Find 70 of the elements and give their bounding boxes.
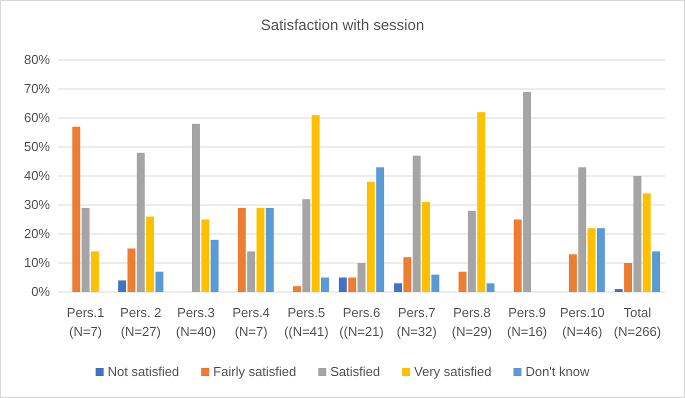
bar <box>394 283 402 292</box>
bar <box>266 208 274 292</box>
bar <box>403 257 412 292</box>
bar <box>422 202 430 292</box>
bar <box>210 240 219 292</box>
bar <box>238 208 246 292</box>
bar <box>82 208 90 292</box>
x-tick-label: Pers.7 (N=32) <box>396 305 437 339</box>
y-tick-label: 30% <box>24 197 50 212</box>
y-tick-label: 0% <box>31 284 50 300</box>
bar <box>118 280 126 292</box>
bar <box>514 220 522 292</box>
bar <box>155 272 164 292</box>
bar <box>477 112 486 292</box>
y-tick-label: 10% <box>24 255 50 270</box>
bar <box>431 274 440 292</box>
bar <box>624 263 632 292</box>
bar <box>614 289 623 292</box>
x-tick-label: Pers.9 (N=16) <box>506 305 548 339</box>
bar <box>588 228 596 292</box>
bar <box>376 167 384 292</box>
y-tick-label: 80% <box>24 52 50 68</box>
bar <box>136 152 145 292</box>
bar <box>468 210 476 292</box>
y-tick-label: 50% <box>24 139 50 154</box>
chart-title: Satisfaction with session <box>260 17 424 34</box>
legend-label: Don't know <box>525 364 590 379</box>
bar <box>358 263 366 292</box>
bar <box>293 286 301 292</box>
bar <box>312 115 320 292</box>
bar <box>578 167 586 292</box>
y-tick-label: 40% <box>24 168 50 184</box>
bar <box>192 124 200 292</box>
bar <box>633 176 642 292</box>
bar <box>256 208 264 292</box>
bar <box>146 216 154 292</box>
bar <box>366 182 375 292</box>
bar <box>302 199 310 292</box>
bar <box>201 220 210 292</box>
bar <box>523 92 532 292</box>
bar <box>642 193 651 292</box>
bar <box>247 251 256 292</box>
legend-label: Not satisfied <box>108 364 180 379</box>
bar <box>72 126 80 292</box>
bar <box>348 278 356 292</box>
y-tick-label: 70% <box>24 81 50 96</box>
x-tick-label: Total (N=266) <box>614 305 662 339</box>
bar <box>458 272 466 292</box>
legend-label: Fairly satisfied <box>213 364 296 379</box>
x-tick-label: Pers. 2 (N=27) <box>120 305 162 339</box>
legend-label: Very satisfied <box>414 364 492 379</box>
bar <box>412 156 421 292</box>
bar <box>596 228 605 292</box>
x-tick-label: Pers.4 (N=7) <box>232 305 270 339</box>
bar <box>321 278 329 292</box>
x-tick-label: Pers.8 (N=29) <box>452 305 492 339</box>
bar <box>127 248 136 292</box>
x-tick-label: Pers.6 ((N=21) <box>339 305 384 339</box>
bar <box>652 251 660 292</box>
x-tick-label: Pers.5 ((N=41) <box>284 305 329 339</box>
bar <box>338 278 347 292</box>
bar <box>568 254 577 292</box>
bar <box>90 251 99 292</box>
y-tick-label: 60% <box>24 110 50 126</box>
y-tick-label: 20% <box>24 226 50 242</box>
x-tick-label: Pers.1 (N=7) <box>66 305 104 339</box>
bar <box>486 283 494 292</box>
legend-label: Satisfied <box>330 364 380 379</box>
x-tick-label: Pers.3 (N=40) <box>176 305 216 339</box>
x-tick-label: Pers.10 (N=46) <box>560 305 605 339</box>
